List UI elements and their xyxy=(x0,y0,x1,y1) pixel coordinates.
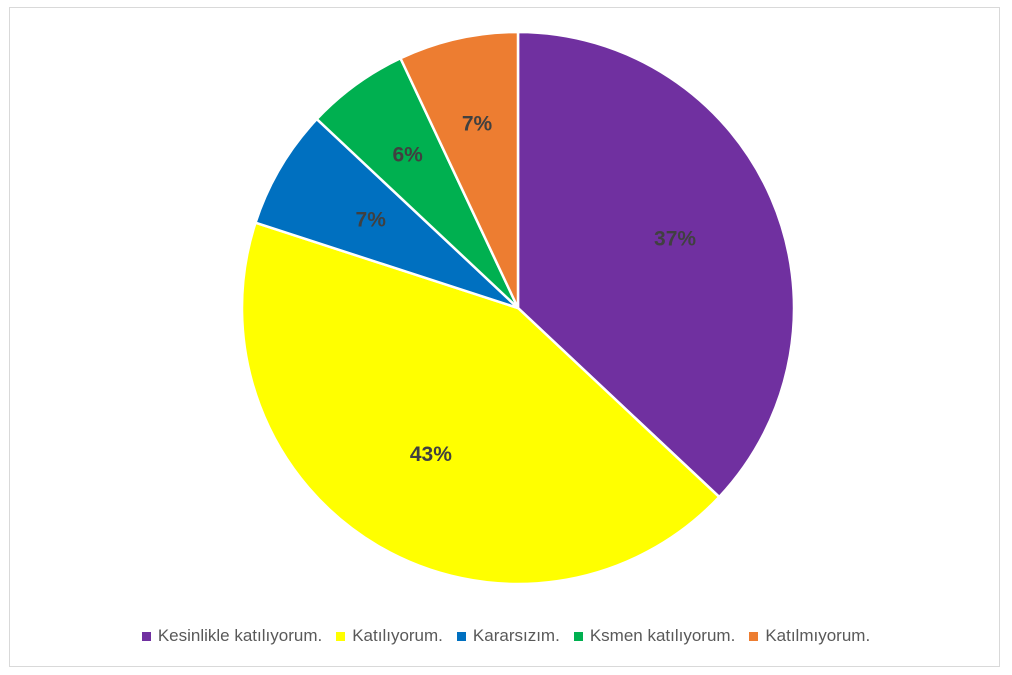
pie-slice-kesinlikle-katılıyorum xyxy=(516,30,796,499)
data-label-kesinlikle-katılıyorum: 37% xyxy=(654,228,696,251)
legend-item-ksmen-katılıyorum: Ksmen katılıyorum. xyxy=(573,626,736,646)
legend-item-kararsızım: Kararsızım. xyxy=(456,626,560,646)
data-label-katılıyorum: 43% xyxy=(410,443,452,466)
legend-swatch-icon xyxy=(141,631,151,641)
pie-data-labels: 37% 43% 7% 6% 7% xyxy=(356,112,697,465)
data-label-ksmen-katılıyorum: 6% xyxy=(393,144,424,167)
legend-label: Katılmıyorum. xyxy=(765,626,871,645)
pie-slices xyxy=(240,30,796,586)
legend-label: Ksmen katılıyorum. xyxy=(589,626,736,645)
legend-item-kesinlikle-katılıyorum: Kesinlikle katılıyorum. xyxy=(141,626,323,646)
data-label-kararsızım: 7% xyxy=(356,208,387,231)
legend-item-katılıyorum: Katılıyorum. xyxy=(336,626,443,646)
chart-legend: Kesinlikle katılıyorum. Katılıyorum. Karar… xyxy=(0,624,1012,648)
pie-slice-katılıyorum xyxy=(240,221,721,586)
legend-swatch-icon xyxy=(749,631,759,641)
legend-item-katılmıyorum: Katılmıyorum. xyxy=(749,626,870,646)
pie-slice-kararsızım xyxy=(254,117,520,310)
legend-label: Kesinlikle katılıyorum. xyxy=(157,626,323,645)
legend-label: Katılıyorum. xyxy=(352,626,443,645)
data-label-katılmıyorum: 7% xyxy=(462,112,493,135)
legend-label: Kararsızım. xyxy=(472,626,560,645)
legend-swatch-icon xyxy=(456,631,466,641)
pie-slice-katılmıyorum xyxy=(399,30,520,310)
legend-swatch-icon xyxy=(336,631,346,641)
legend-swatch-icon xyxy=(573,631,583,641)
